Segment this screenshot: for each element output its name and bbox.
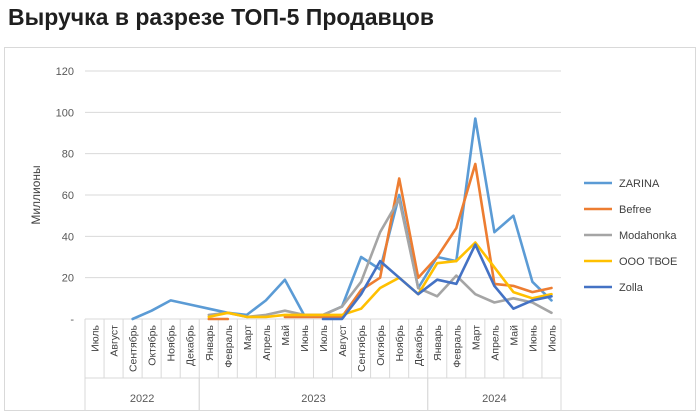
legend[interactable]: ZARINA Befree Modahonka ООО ТВОЕ Zolla (584, 178, 677, 294)
x-tick-label: Март (470, 325, 482, 350)
legend-label: Modahonka (619, 230, 677, 242)
x-tick-label: Октябрь (375, 324, 387, 365)
x-tick-label: Февраль (223, 324, 235, 367)
x-tick-label: Май (508, 325, 520, 346)
x-tick-label: Декабрь (413, 324, 425, 365)
y-tick-label: - (70, 314, 74, 326)
x-tick-label: Август (337, 325, 349, 357)
x-tick-label: Ноябрь (166, 324, 178, 361)
series-line-ооо-твое (207, 241, 553, 319)
x-tick-label: Сентябрь (356, 324, 368, 372)
legend-label: ZARINA (619, 178, 660, 190)
gridlines (85, 70, 561, 320)
x-tick-label: Апрель (489, 324, 501, 360)
x-tick-label: Январь (204, 324, 216, 361)
y-tick-label: 120 (56, 66, 74, 78)
x-tick-label: Июль (318, 324, 330, 351)
y-axis-title: Миллионы (29, 165, 43, 224)
chart-title: Выручка в разрезе ТОП-5 Продавцов (8, 4, 434, 30)
x-tick-label: Декабрь (185, 324, 197, 365)
legend-label: Zolla (619, 282, 644, 294)
x-tick-label: Январь (432, 324, 444, 361)
legend-label: ООО ТВОЕ (619, 256, 677, 268)
x-tick-label: Июнь (299, 324, 311, 351)
x-tick-label: Февраль (451, 324, 463, 367)
series-line-zarina (131, 117, 553, 321)
chart-panel (4, 47, 696, 411)
x-tick-label: Март (242, 325, 254, 350)
y-tick-label: 100 (56, 107, 74, 119)
year-label: 2024 (482, 393, 506, 405)
x-tick-label: Август (109, 325, 121, 357)
series-line-zolla (321, 243, 553, 321)
x-axis: Июль Август Сентябрь Октябрь Ноябрь Декабрь Ян… (84, 319, 562, 411)
series-line-modahonka (207, 197, 553, 319)
x-tick-label: Апрель (261, 324, 273, 360)
y-tick-label: 60 (62, 190, 74, 202)
x-tick-label: Ноябрь (394, 324, 406, 361)
x-tick-label: Сентябрь (128, 324, 140, 372)
year-label: 2022 (130, 393, 154, 405)
x-tick-label: Май (280, 325, 292, 346)
x-tick-label: Октябрь (147, 324, 159, 365)
x-tick-label: Июнь (527, 324, 539, 351)
legend-label: Befree (619, 204, 651, 216)
y-tick-label: 20 (62, 273, 74, 285)
x-tick-label: Июль (90, 324, 102, 351)
x-tick-label: Июль (546, 324, 558, 351)
year-label: 2023 (301, 393, 325, 405)
series-line-befree (207, 162, 553, 321)
y-tick-label: 80 (62, 149, 74, 161)
y-axis-ticks: - 20 40 60 80 100 120 (56, 66, 75, 326)
y-tick-label: 40 (62, 231, 74, 243)
series-lines (131, 117, 553, 321)
